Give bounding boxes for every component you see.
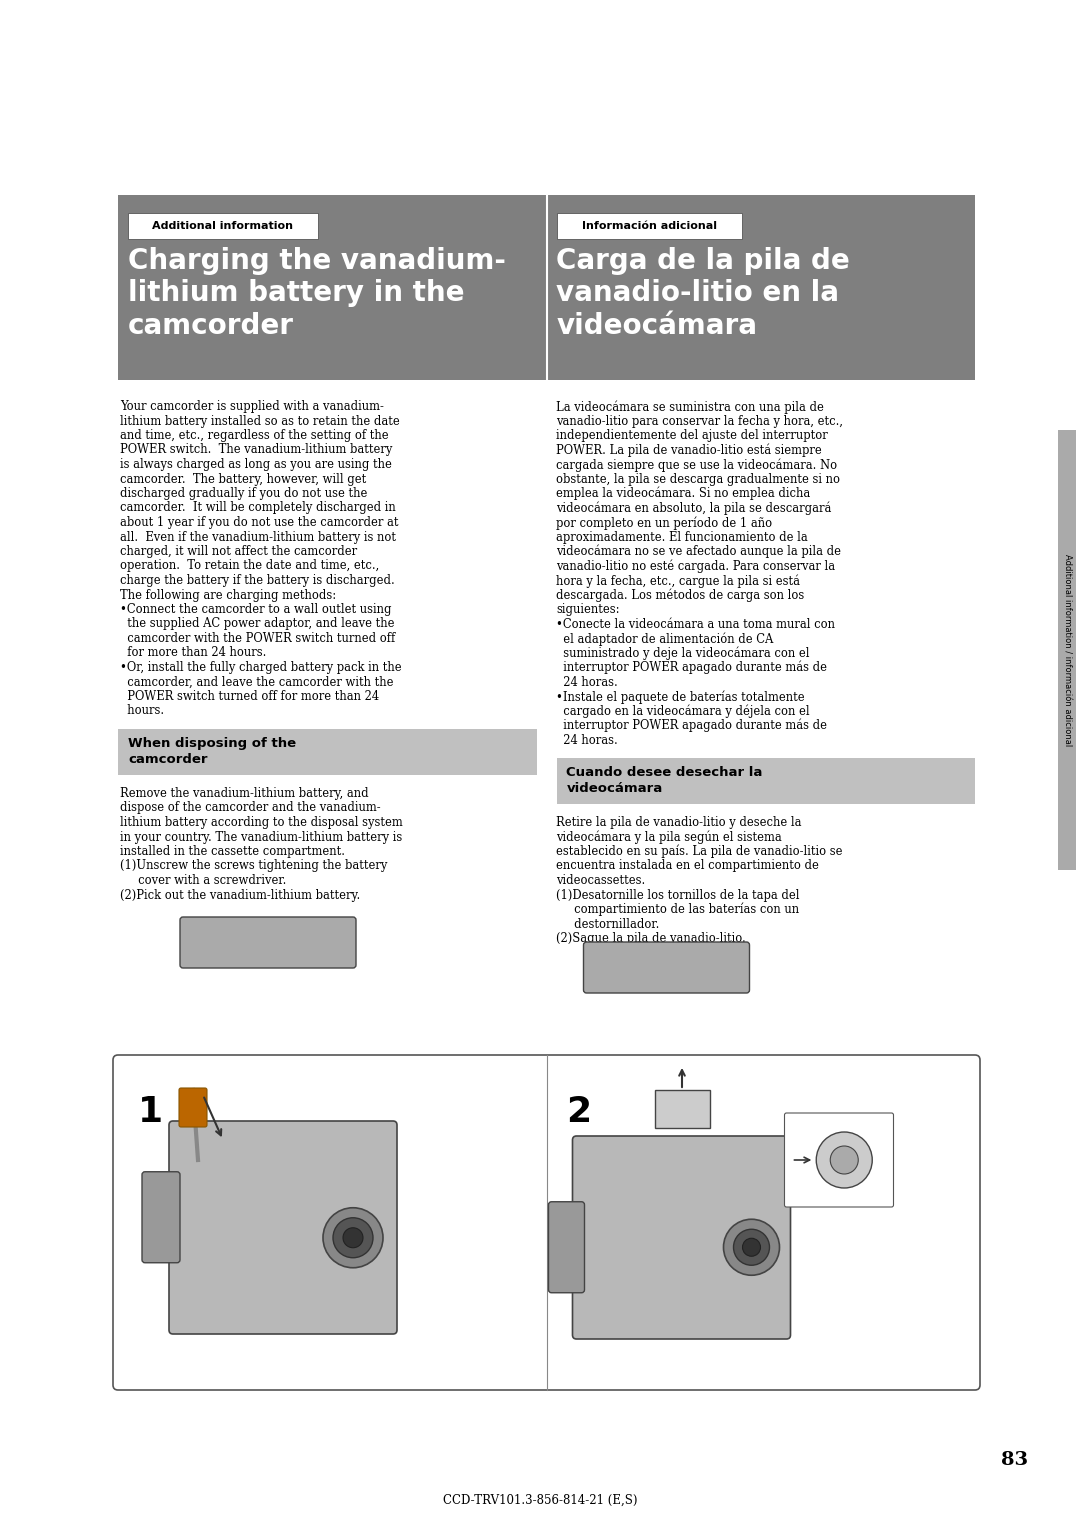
Circle shape: [831, 1146, 859, 1174]
Text: The following are charging methods:: The following are charging methods:: [120, 588, 336, 602]
Text: emplea la videocámara. Si no emplea dicha: emplea la videocámara. Si no emplea dich…: [556, 487, 811, 501]
Text: establecido en su país. La pila de vanadio-litio se: establecido en su país. La pila de vanad…: [556, 845, 843, 859]
Text: dispose of the camcorder and the vanadium-: dispose of the camcorder and the vanadiu…: [120, 802, 380, 814]
FancyBboxPatch shape: [179, 1088, 207, 1128]
Text: siguientes:: siguientes:: [556, 604, 620, 616]
Bar: [129, 212, 318, 238]
Bar: [556, 758, 975, 804]
Text: POWER. La pila de vanadio-litio está siempre: POWER. La pila de vanadio-litio está sie…: [556, 443, 822, 457]
Text: interruptor POWER apagado durante más de: interruptor POWER apagado durante más de: [556, 720, 827, 732]
FancyBboxPatch shape: [180, 917, 356, 969]
Text: independientemente del ajuste del interruptor: independientemente del ajuste del interr…: [556, 429, 828, 442]
Text: for more than 24 hours.: for more than 24 hours.: [120, 646, 267, 660]
Text: POWER switch turned off for more than 24: POWER switch turned off for more than 24: [120, 691, 379, 703]
Text: is always charged as long as you are using the: is always charged as long as you are usi…: [120, 458, 392, 471]
Text: suministrado y deje la videocámara con el: suministrado y deje la videocámara con e…: [556, 646, 810, 660]
Text: La videocámara se suministra con una pila de: La videocámara se suministra con una pil…: [556, 400, 824, 414]
Text: Remove the vanadium-lithium battery, and: Remove the vanadium-lithium battery, and: [120, 787, 368, 801]
Text: videocámara en absoluto, la pila se descargará: videocámara en absoluto, la pila se desc…: [556, 501, 832, 515]
FancyBboxPatch shape: [168, 1122, 397, 1334]
Text: installed in the cassette compartment.: installed in the cassette compartment.: [120, 845, 345, 859]
Text: hours.: hours.: [120, 704, 164, 718]
Text: the supplied AC power adaptor, and leave the: the supplied AC power adaptor, and leave…: [120, 617, 394, 631]
Text: camcorder.  It will be completely discharged in: camcorder. It will be completely dischar…: [120, 501, 395, 515]
Bar: [1058, 429, 1076, 869]
Text: When disposing of the
camcorder: When disposing of the camcorder: [129, 736, 296, 766]
FancyBboxPatch shape: [141, 1172, 180, 1262]
Text: Charging the vanadium-
lithium battery in the
camcorder: Charging the vanadium- lithium battery i…: [129, 248, 505, 339]
FancyBboxPatch shape: [549, 1201, 584, 1293]
Bar: [118, 729, 537, 775]
Text: compartimiento de las baterías con un: compartimiento de las baterías con un: [556, 903, 799, 917]
Circle shape: [343, 1229, 363, 1248]
Text: (2)Saque la pila de vanadio-litio.: (2)Saque la pila de vanadio-litio.: [556, 932, 746, 944]
Text: CCD-TRV101.3-856-814-21 (E,S): CCD-TRV101.3-856-814-21 (E,S): [443, 1493, 637, 1507]
FancyBboxPatch shape: [113, 1054, 980, 1390]
Text: lithium battery according to the disposal system: lithium battery according to the disposa…: [120, 816, 403, 830]
Text: charged, it will not affect the camcorder: charged, it will not affect the camcorde…: [120, 545, 357, 558]
Text: •Conecte la videocámara a una toma mural con: •Conecte la videocámara a una toma mural…: [556, 617, 836, 631]
Text: Carga de la pila de
vanadio-litio en la
videocámara: Carga de la pila de vanadio-litio en la …: [556, 248, 850, 339]
Text: cargada siempre que se use la videocámara. No: cargada siempre que se use la videocámar…: [556, 458, 838, 472]
Text: vanadio-litio no esté cargada. Para conservar la: vanadio-litio no esté cargada. Para cons…: [556, 559, 836, 573]
Text: in your country. The vanadium-lithium battery is: in your country. The vanadium-lithium ba…: [120, 831, 402, 843]
Text: operation.  To retain the date and time, etc.,: operation. To retain the date and time, …: [120, 559, 379, 573]
Text: Retire la pila de vanadio-litio y deseche la: Retire la pila de vanadio-litio y desech…: [556, 816, 802, 830]
Circle shape: [323, 1207, 383, 1268]
Text: destornillador.: destornillador.: [556, 917, 660, 931]
Text: descargada. Los métodos de carga son los: descargada. Los métodos de carga son los: [556, 588, 805, 602]
Text: charge the battery if the battery is discharged.: charge the battery if the battery is dis…: [120, 575, 395, 587]
Circle shape: [333, 1218, 373, 1258]
Text: (1)Unscrew the screws tightening the battery: (1)Unscrew the screws tightening the bat…: [120, 859, 388, 872]
Text: Cuando desee desechar la
videocámara: Cuando desee desechar la videocámara: [567, 766, 762, 795]
Text: aproximadamente. El funcionamiento de la: aproximadamente. El funcionamiento de la: [556, 530, 808, 544]
Text: 24 horas.: 24 horas.: [556, 675, 618, 689]
Text: discharged gradually if you do not use the: discharged gradually if you do not use t…: [120, 487, 367, 500]
Text: Additional information: Additional information: [152, 222, 294, 231]
Text: videocámara no se ve afectado aunque la pila de: videocámara no se ve afectado aunque la …: [556, 545, 841, 559]
Text: camcorder.  The battery, however, will get: camcorder. The battery, however, will ge…: [120, 472, 366, 486]
Text: cover with a screwdriver.: cover with a screwdriver.: [120, 874, 286, 886]
Text: •Or, install the fully charged battery pack in the: •Or, install the fully charged battery p…: [120, 662, 402, 674]
Text: Información adicional: Información adicional: [581, 222, 716, 231]
Text: hora y la fecha, etc., cargue la pila si está: hora y la fecha, etc., cargue la pila si…: [556, 575, 800, 587]
Bar: [556, 212, 742, 238]
Text: camcorder, and leave the camcorder with the: camcorder, and leave the camcorder with …: [120, 675, 393, 689]
Text: camcorder with the POWER switch turned off: camcorder with the POWER switch turned o…: [120, 633, 395, 645]
Text: •Connect the camcorder to a wall outlet using: •Connect the camcorder to a wall outlet …: [120, 604, 391, 616]
Text: el adaptador de alimentación de CA: el adaptador de alimentación de CA: [556, 633, 773, 645]
Text: POWER switch.  The vanadium-lithium battery: POWER switch. The vanadium-lithium batte…: [120, 443, 392, 457]
Text: about 1 year if you do not use the camcorder at: about 1 year if you do not use the camco…: [120, 516, 399, 529]
Text: lithium battery installed so as to retain the date: lithium battery installed so as to retai…: [120, 414, 400, 428]
Text: •Instale el paquete de baterías totalmente: •Instale el paquete de baterías totalmen…: [556, 691, 805, 703]
Text: 1: 1: [138, 1096, 163, 1129]
Text: 2: 2: [567, 1096, 592, 1129]
Text: encuentra instalada en el compartimiento de: encuentra instalada en el compartimiento…: [556, 859, 820, 872]
FancyBboxPatch shape: [572, 1135, 791, 1339]
Text: (1)Desatornille los tornillos de la tapa del: (1)Desatornille los tornillos de la tapa…: [556, 888, 800, 902]
Circle shape: [733, 1229, 769, 1265]
Bar: [654, 1089, 710, 1128]
Text: (2)Pick out the vanadium-lithium battery.: (2)Pick out the vanadium-lithium battery…: [120, 888, 361, 902]
Circle shape: [816, 1132, 873, 1187]
Text: 83: 83: [1001, 1452, 1028, 1468]
Text: cargado en la videocámara y déjela con el: cargado en la videocámara y déjela con e…: [556, 704, 810, 718]
Bar: [118, 196, 975, 380]
Text: videocassettes.: videocassettes.: [556, 874, 646, 886]
Text: all.  Even if the vanadium-lithium battery is not: all. Even if the vanadium-lithium batter…: [120, 530, 396, 544]
Text: and time, etc., regardless of the setting of the: and time, etc., regardless of the settin…: [120, 429, 389, 442]
Text: 24 horas.: 24 horas.: [556, 733, 618, 747]
Circle shape: [724, 1219, 780, 1276]
Text: videocámara y la pila según el sistema: videocámara y la pila según el sistema: [556, 831, 782, 843]
Text: obstante, la pila se descarga gradualmente si no: obstante, la pila se descarga gradualmen…: [556, 472, 840, 486]
Text: Additional information / información adicional: Additional information / información adi…: [1063, 553, 1071, 746]
Circle shape: [743, 1238, 760, 1256]
Text: vanadio-litio para conservar la fecha y hora, etc.,: vanadio-litio para conservar la fecha y …: [556, 414, 843, 428]
FancyBboxPatch shape: [583, 941, 750, 993]
Text: Your camcorder is supplied with a vanadium-: Your camcorder is supplied with a vanadi…: [120, 400, 383, 413]
Text: interruptor POWER apagado durante más de: interruptor POWER apagado durante más de: [556, 662, 827, 674]
FancyBboxPatch shape: [784, 1112, 893, 1207]
Text: por completo en un período de 1 año: por completo en un período de 1 año: [556, 516, 772, 530]
